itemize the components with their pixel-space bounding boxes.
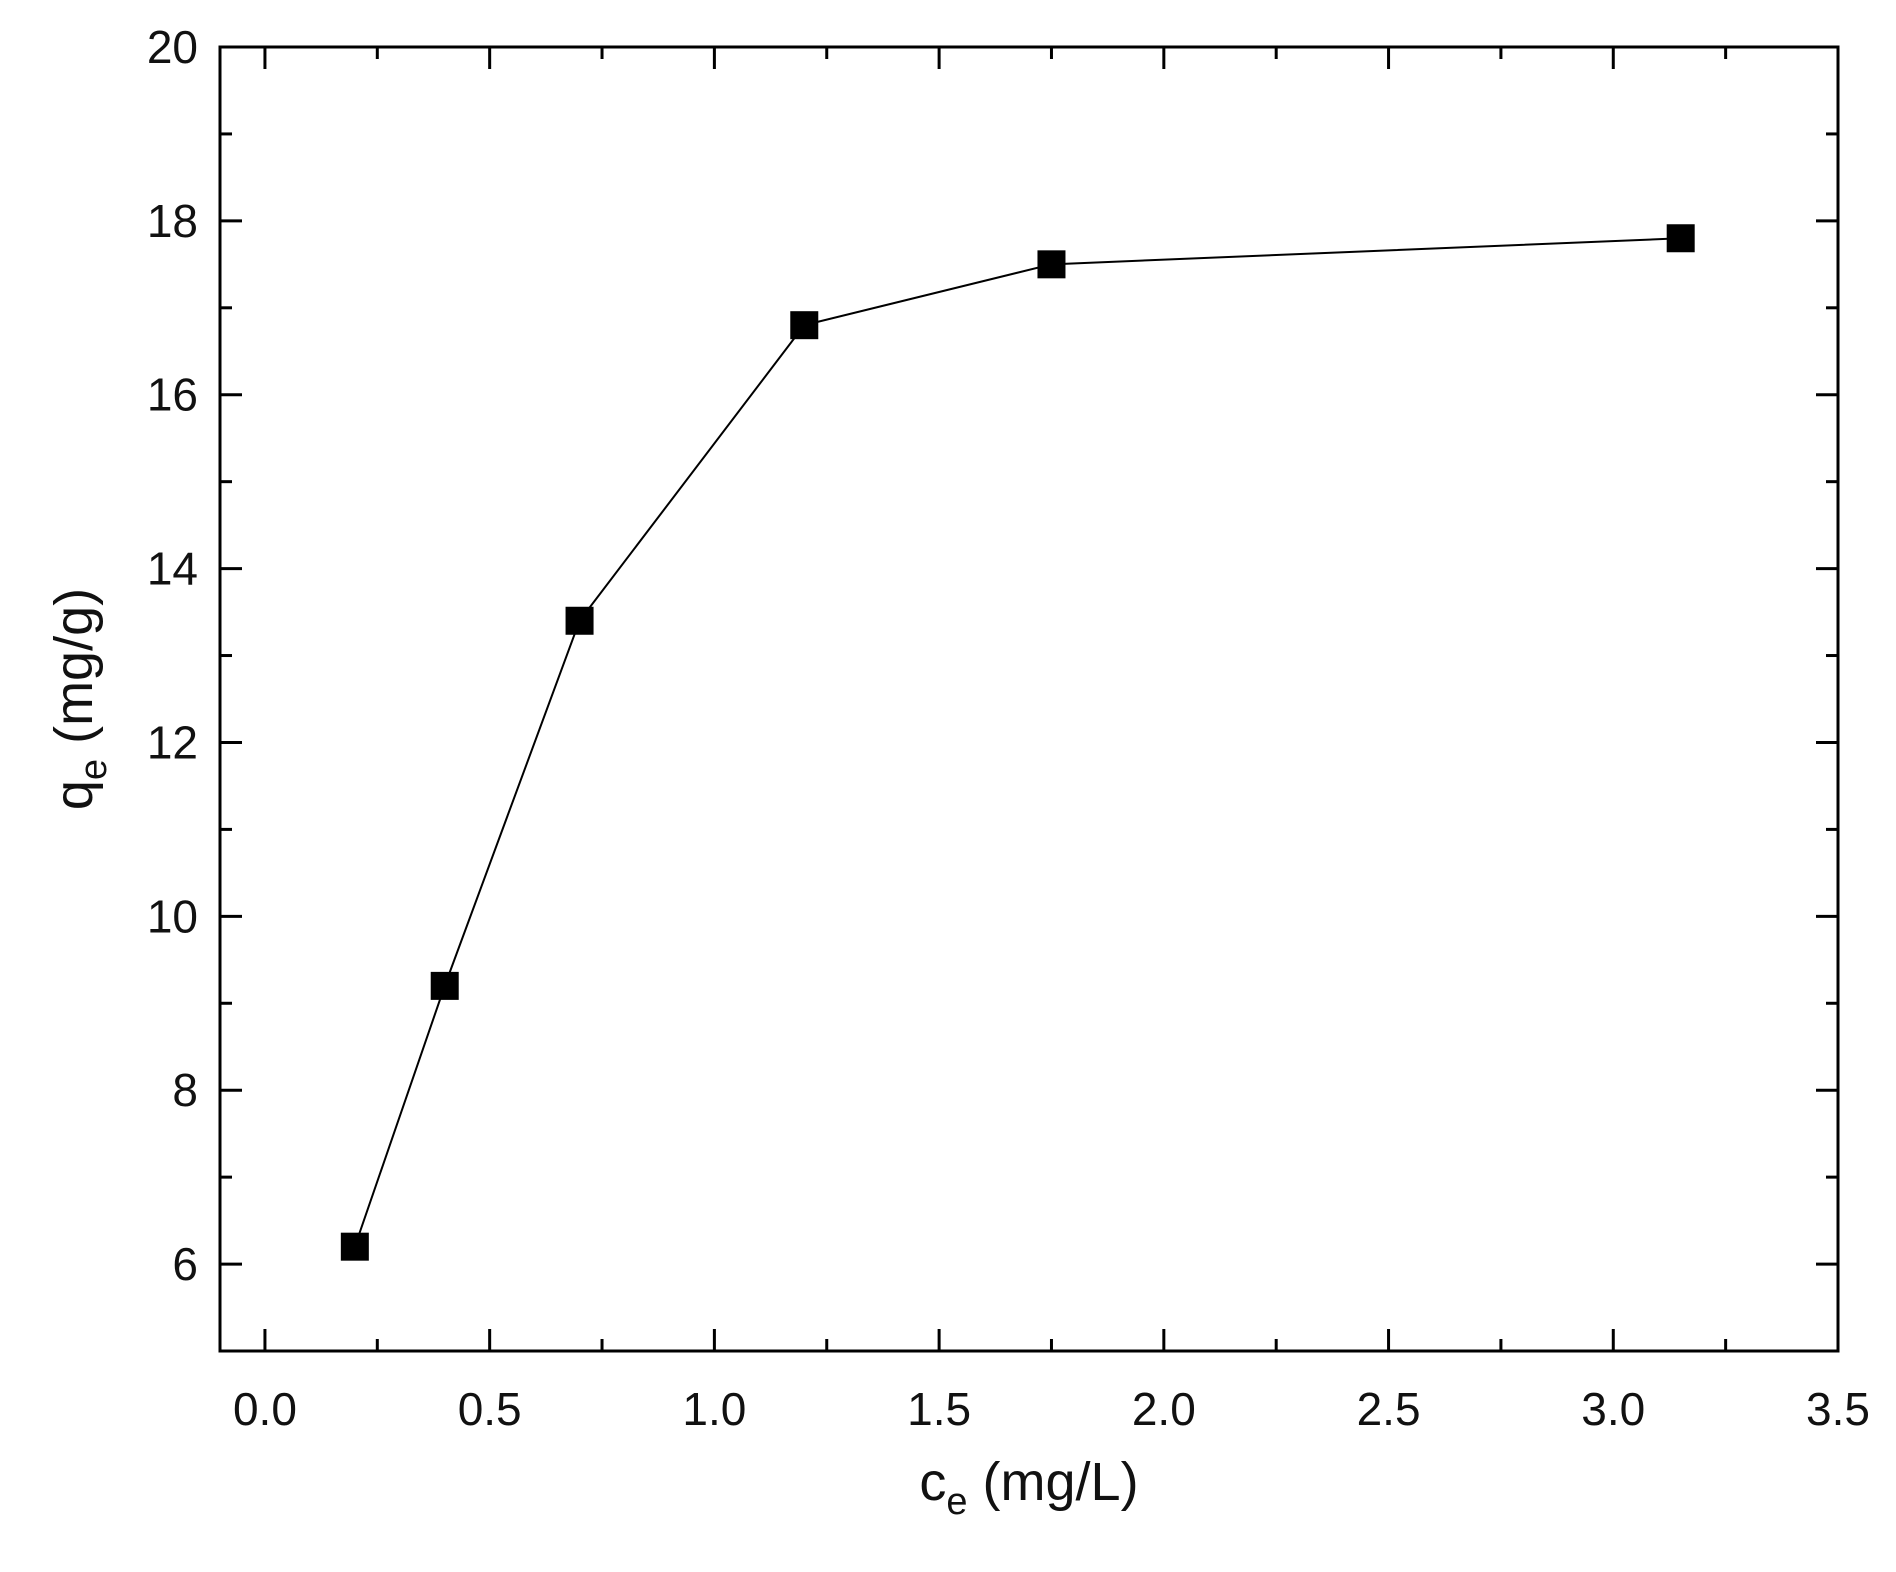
x-axis-title-unit: (mg/L) <box>968 1452 1139 1512</box>
x-tick-label: 1.0 <box>682 1383 746 1435</box>
y-axis-title-unit: (mg/g) <box>44 588 104 759</box>
y-tick-label: 14 <box>147 543 198 595</box>
y-tick-label: 12 <box>147 716 198 768</box>
data-point-marker <box>430 971 459 1000</box>
series-line <box>353 237 1681 1248</box>
y-axis-title: qe (mg/g) <box>44 588 115 810</box>
x-tick-label: 1.5 <box>907 1383 971 1435</box>
y-tick-label: 16 <box>147 369 198 421</box>
y-tick-label: 6 <box>172 1238 198 1290</box>
y-tick-label: 10 <box>147 890 198 942</box>
series-line-group <box>353 237 1681 1248</box>
data-points-group <box>340 224 1695 1261</box>
x-tick-label: 2.0 <box>1132 1383 1196 1435</box>
data-point-marker <box>790 311 819 340</box>
y-tick-label: 20 <box>147 21 198 73</box>
data-point-marker <box>565 606 594 635</box>
x-axis-title: ce (mg/L) <box>919 1452 1138 1523</box>
axis-ticks <box>220 45 1840 1353</box>
y-tick-labels: 6 8 10 12 14 16 18 20 <box>147 21 198 1290</box>
plot-frame <box>218 45 1840 1353</box>
data-point-marker <box>1666 224 1695 253</box>
x-tick-label: 0.5 <box>458 1383 522 1435</box>
x-axis-title-subscript: e <box>946 1481 967 1523</box>
x-tick-label: 3.5 <box>1806 1383 1870 1435</box>
data-point-marker <box>1037 250 1066 279</box>
y-tick-label: 8 <box>172 1064 198 1116</box>
x-tick-label: 2.5 <box>1357 1383 1421 1435</box>
data-point-marker <box>340 1232 369 1261</box>
y-tick-label: 18 <box>147 195 198 247</box>
y-axis-title-base: q <box>44 780 104 810</box>
x-tick-label: 0.0 <box>233 1383 297 1435</box>
x-tick-labels: 0.0 0.5 1.0 1.5 2.0 2.5 3.0 3.5 <box>233 1383 1870 1435</box>
x-tick-label: 3.0 <box>1581 1383 1645 1435</box>
y-axis-title-subscript: e <box>73 759 115 780</box>
x-axis-title-base: c <box>919 1452 946 1512</box>
